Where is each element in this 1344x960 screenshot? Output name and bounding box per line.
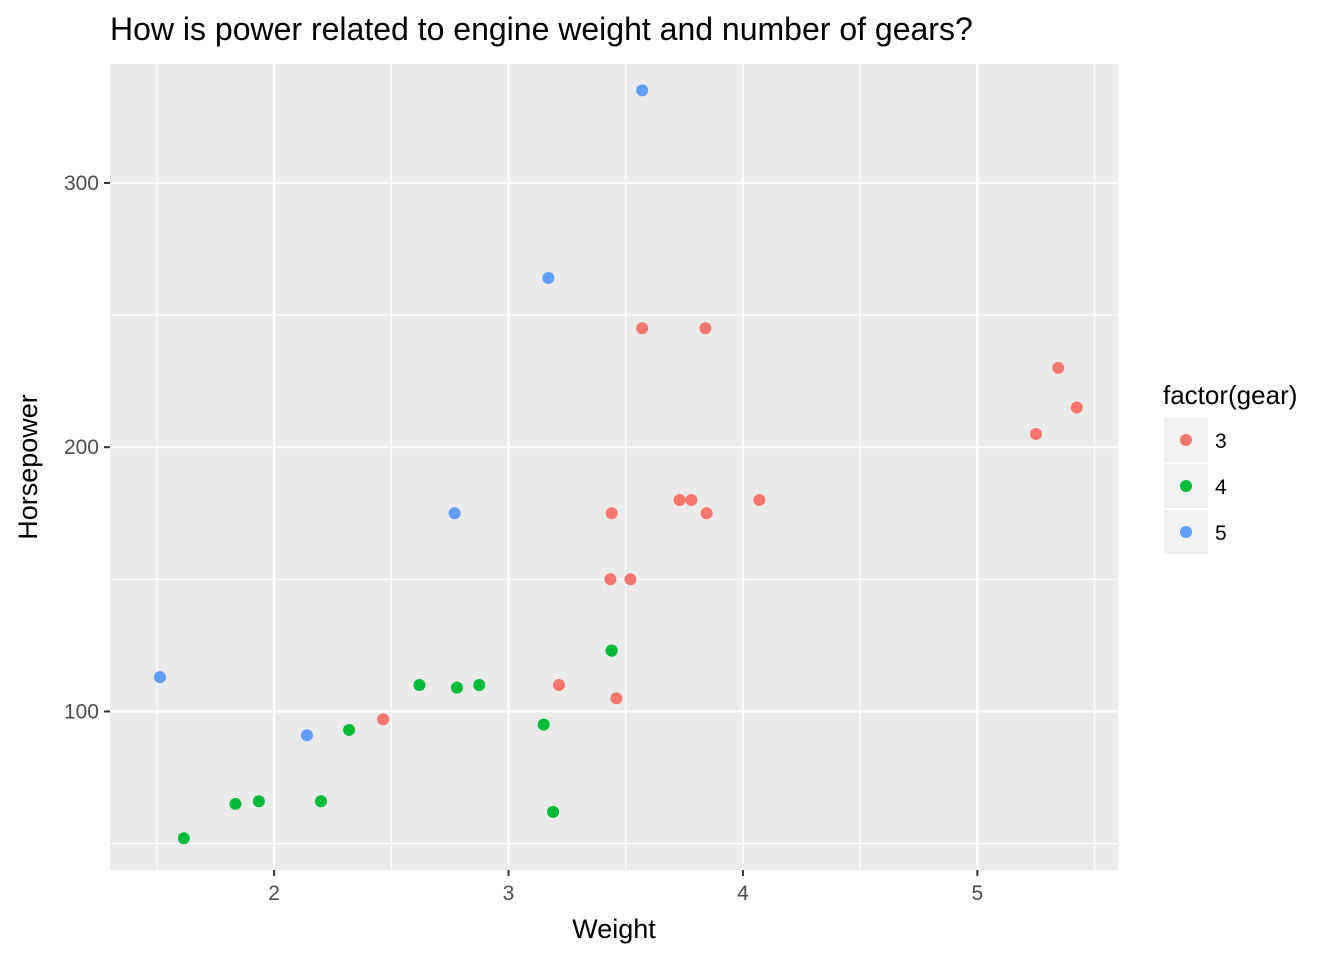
y-axis: 100 200 300 — [64, 172, 110, 723]
plot-panel — [110, 64, 1118, 870]
y-tick-label: 100 — [64, 700, 99, 723]
data-points — [153, 84, 1083, 845]
data-point-gear-4 — [229, 797, 242, 810]
data-point-gear-4 — [177, 832, 190, 845]
data-point-gear-3 — [624, 573, 637, 586]
data-point-gear-3 — [673, 494, 686, 507]
x-tick-label: 3 — [503, 882, 515, 905]
legend-key-gear-3 — [1180, 434, 1192, 446]
data-point-gear-3 — [685, 494, 698, 507]
legend-label: 5 — [1215, 522, 1227, 545]
x-axis: 2 3 4 5 — [268, 870, 983, 905]
data-point-gear-5 — [636, 84, 649, 97]
data-point-gear-4 — [450, 681, 463, 694]
y-tick-label: 300 — [64, 172, 99, 195]
legend-label: 3 — [1215, 430, 1227, 453]
data-point-gear-3 — [1070, 401, 1083, 414]
data-point-gear-3 — [700, 507, 713, 520]
y-axis-title: Horsepower — [13, 394, 43, 540]
chart-title: How is power related to engine weight an… — [110, 11, 973, 47]
data-point-gear-3 — [753, 494, 766, 507]
data-point-gear-3 — [605, 507, 618, 520]
data-point-gear-3 — [610, 692, 623, 705]
data-point-gear-3 — [636, 322, 649, 335]
legend-key-gear-5 — [1180, 526, 1192, 538]
legend-label: 4 — [1215, 476, 1227, 499]
data-point-gear-4 — [252, 795, 265, 808]
data-point-gear-4 — [547, 805, 560, 818]
data-point-gear-3 — [552, 679, 565, 692]
data-point-gear-4 — [473, 679, 486, 692]
data-point-gear-5 — [448, 507, 461, 520]
data-point-gear-3 — [377, 713, 390, 726]
data-point-gear-3 — [604, 573, 617, 586]
x-tick-label: 4 — [737, 882, 749, 905]
data-point-gear-4 — [413, 679, 426, 692]
data-point-gear-5 — [153, 671, 166, 684]
data-point-gear-4 — [314, 795, 327, 808]
y-tick-label: 200 — [64, 436, 99, 459]
data-point-gear-4 — [537, 718, 550, 731]
data-point-gear-5 — [542, 272, 555, 285]
x-tick-label: 5 — [972, 882, 984, 905]
data-point-gear-4 — [343, 723, 356, 736]
legend-title: factor(gear) — [1163, 380, 1297, 410]
major-gridlines — [110, 64, 1118, 870]
legend-key-gear-4 — [1180, 480, 1192, 492]
data-point-gear-5 — [300, 729, 313, 742]
data-point-gear-3 — [699, 322, 712, 335]
data-point-gear-4 — [605, 644, 618, 657]
legend: factor(gear) 3 4 5 — [1163, 380, 1297, 554]
data-point-gear-3 — [1052, 361, 1065, 374]
data-point-gear-3 — [1029, 427, 1042, 440]
x-tick-label: 2 — [268, 882, 280, 905]
x-axis-title: Weight — [572, 914, 656, 944]
